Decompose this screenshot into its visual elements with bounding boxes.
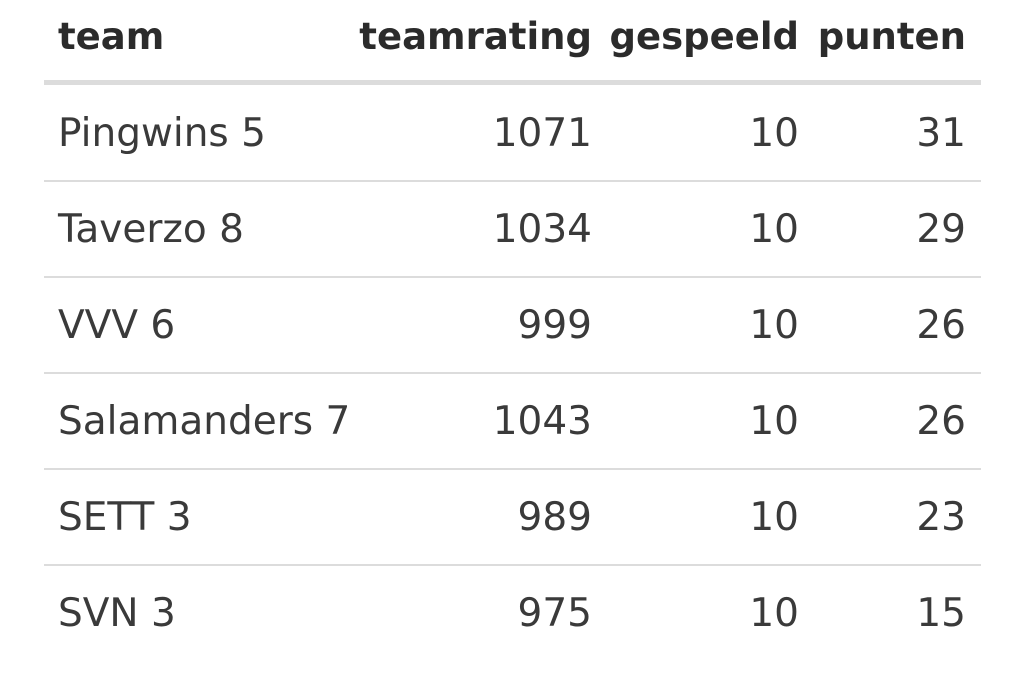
cell-value: 23: [916, 494, 966, 540]
cell-value: 10: [749, 302, 799, 348]
cell-value: 999: [517, 302, 592, 348]
row-separator: [44, 372, 981, 374]
cell-value: 29: [916, 206, 966, 252]
cell-value: 1034: [492, 206, 592, 252]
column-header: gespeeld: [609, 14, 799, 58]
team-name: Salamanders 7: [58, 398, 351, 444]
cell-value: 10: [749, 590, 799, 636]
cell-value: 975: [517, 590, 592, 636]
column-header: team: [58, 14, 165, 58]
cell-value: 31: [916, 110, 966, 156]
cell-value: 1043: [492, 398, 592, 444]
cell-value: 10: [749, 398, 799, 444]
cell-value: 989: [517, 494, 592, 540]
team-name: Pingwins 5: [58, 110, 266, 156]
team-name: Taverzo 8: [58, 206, 244, 252]
row-separator: [44, 180, 981, 182]
team-name: SETT 3: [58, 494, 192, 540]
team-name: VVV 6: [58, 302, 176, 348]
cell-value: 10: [749, 206, 799, 252]
cell-value: 10: [749, 494, 799, 540]
cell-value: 15: [916, 590, 966, 636]
team-name: SVN 3: [58, 590, 176, 636]
column-header: teamrating: [359, 14, 592, 58]
cell-value: 1071: [492, 110, 592, 156]
cell-value: 26: [916, 302, 966, 348]
row-separator: [44, 276, 981, 278]
row-separator: [44, 564, 981, 566]
row-separator: [44, 468, 981, 470]
header-rule: [44, 80, 981, 85]
cell-value: 10: [749, 110, 799, 156]
column-header: punten: [817, 14, 966, 58]
cell-value: 26: [916, 398, 966, 444]
